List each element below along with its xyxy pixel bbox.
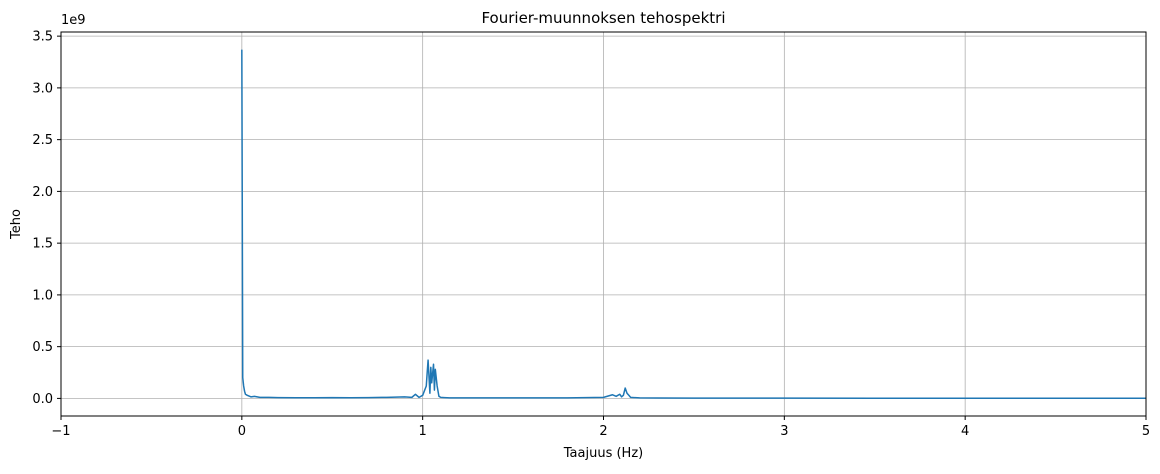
y-tick-label: 1.0 [32, 288, 53, 303]
y-tick-label: 0.0 [32, 392, 53, 407]
x-tick-label: −1 [51, 424, 70, 439]
x-tick-label: 0 [238, 424, 246, 439]
x-tick-label: 3 [780, 424, 788, 439]
y-tick-label: 0.5 [32, 340, 53, 355]
y-tick-label: 2.5 [32, 133, 53, 148]
chart-title: Fourier-muunnoksen tehospektri [481, 9, 725, 27]
x-axis-label: Taajuus (Hz) [563, 446, 643, 461]
x-tick-label: 1 [419, 424, 427, 439]
x-tick-label: 5 [1142, 424, 1150, 439]
x-tick-label: 4 [961, 424, 969, 439]
ticks-layer: −1 0 1 2 3 4 5 0.0 0.5 1.0 1.5 2.0 2.5 3.0 3.5 [32, 30, 1150, 439]
grid-layer [60, 32, 1147, 416]
x-tick-label: 2 [599, 424, 607, 439]
y-scale-exponent-label: 1e9 [61, 13, 86, 28]
y-tick-label: 2.0 [32, 185, 53, 200]
y-axis-label: Teho [9, 209, 24, 240]
y-tick-label: 3.5 [32, 30, 53, 45]
series-layer [241, 49, 1147, 400]
y-tick-label: 3.0 [32, 81, 53, 96]
y-tick-label: 1.5 [32, 237, 53, 252]
spectrum-line-series-0 [241, 49, 1147, 400]
